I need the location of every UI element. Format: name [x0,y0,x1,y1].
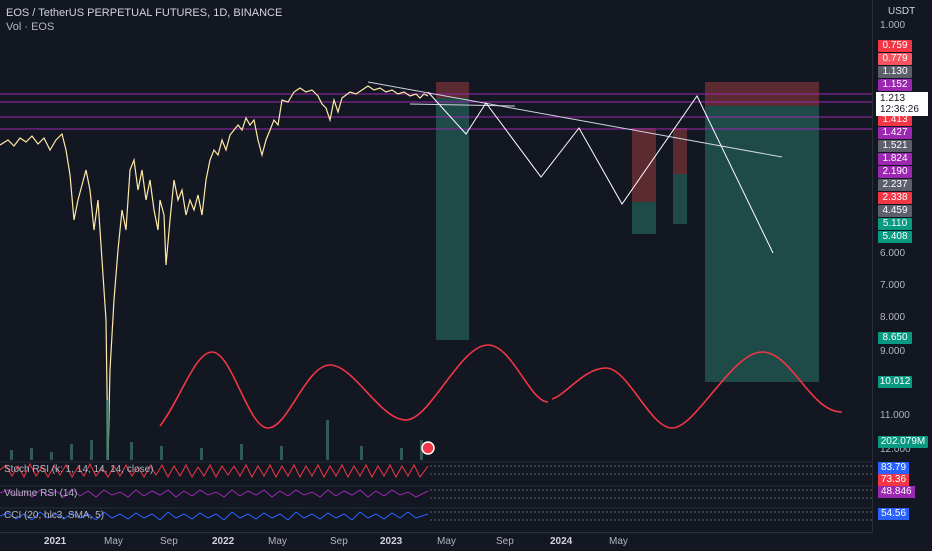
price-tick: 6.000 [880,248,906,259]
price-badge: 1.413 [878,114,912,126]
indicator-value: 48.846 [878,486,915,498]
volume-legend[interactable]: Vol · EOS [6,21,55,33]
indicator-panes [0,461,872,521]
price-badge: 10.012 [878,376,912,388]
time-tick: 2024 [550,536,573,547]
short-position-zone-3-target[interactable] [673,174,687,224]
time-tick: 2023 [380,536,403,547]
time-tick: 2021 [44,536,67,547]
current-price-label: 1.213 12:36:26 [876,92,928,116]
price-badge: 202.079M [878,436,928,448]
time-tick: Sep [330,536,348,547]
price-badge: 1.427 [878,127,912,139]
short-position-zone-2-stop[interactable] [632,128,656,202]
price-badge: 0.759 [878,40,912,52]
chart-area[interactable] [0,0,872,532]
short-position-zone-1-target[interactable] [436,98,469,340]
time-axis[interactable]: 2021 May Sep 2022 May Sep 2023 May Sep 2024 May [0,532,872,551]
projection-path[interactable] [427,91,774,254]
trend-line-short[interactable] [409,103,516,107]
price-badge: 0.779 [878,53,912,65]
price-tick: 1.000 [880,20,906,31]
price-badge: 1.521 [878,140,912,152]
price-tick: 9.000 [880,346,906,357]
indicator-value: 73.36 [878,474,910,486]
price-tick: 7.000 [880,280,906,291]
price-badge: 4.459 [878,205,912,217]
price-candles [0,85,429,461]
price-badge: 2.237 [878,179,912,191]
short-position-zone-2-target[interactable] [632,202,656,234]
volume-bars [10,400,423,460]
price-axis[interactable] [872,0,932,532]
short-position-zone-3-stop[interactable] [673,128,687,174]
current-price-value: 1.213 [880,93,906,104]
price-tick: 12.000 [880,444,911,455]
bar-countdown: 12:36:26 [880,104,919,115]
axis-currency: USDT [888,6,916,17]
indicator-label[interactable]: CCI (20, hlc3, SMA, 5) [4,510,105,521]
price-badge: 1.130 [878,66,912,78]
symbol-title[interactable]: EOS / TetherUS PERPETUAL FUTURES, 1D, BI… [6,7,283,19]
price-badge: 8.650 [878,332,912,344]
time-tick: Sep [160,536,178,547]
indicator-value: 83.79 [878,462,910,474]
time-tick: May [268,536,287,547]
cycle-curve[interactable] [159,344,843,429]
price-badge: 2.190 [878,166,912,178]
chart-legend: EOS / TetherUS PERPETUAL FUTURES, 1D, BI… [6,6,282,34]
time-tick: May [104,536,123,547]
time-tick: May [437,536,456,547]
price-badge: 5.408 [878,231,912,243]
price-badge: 1.824 [878,153,912,165]
time-tick: 2022 [212,536,235,547]
indicator-value: 54.56 [878,508,910,520]
indicator-label[interactable]: Volume RSI (14) [4,488,78,499]
time-tick: May [609,536,628,547]
indicator-label[interactable]: Stoch RSI (k: 1, 14, 14, 14, close) [4,464,154,475]
us-flag-icon[interactable] [421,441,435,455]
price-badge: 1.152 [878,79,912,91]
time-tick: Sep [496,536,514,547]
price-tick: 11.000 [880,410,910,421]
trend-line[interactable] [367,81,783,158]
price-badge: 2.338 [878,192,912,204]
price-tick: 8.000 [880,312,906,323]
price-badge: 5.110 [878,218,912,230]
